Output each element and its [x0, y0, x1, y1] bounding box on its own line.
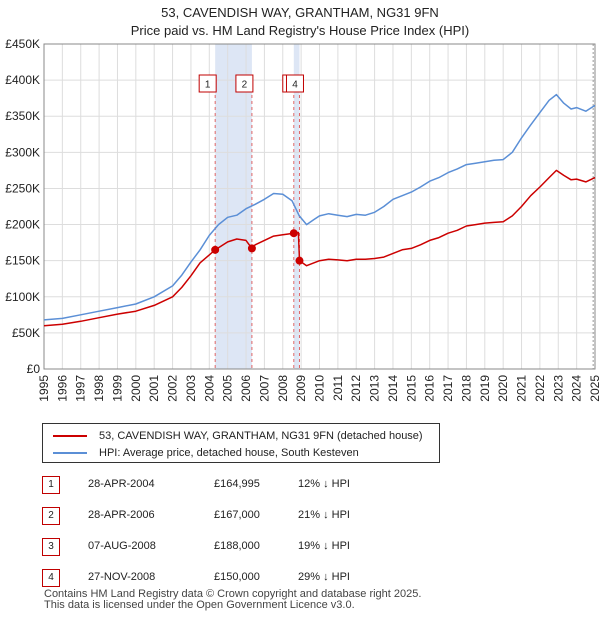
x-tick-label: 2003 [184, 375, 198, 402]
chart-legend: 53, CAVENDISH WAY, GRANTHAM, NG31 9FN (d… [42, 423, 440, 463]
x-tick-label: 2022 [533, 375, 547, 402]
x-tick-label: 2017 [441, 375, 455, 402]
legend-label-hpi: HPI: Average price, detached house, Sout… [99, 447, 359, 459]
y-tick-label: £300K [5, 145, 40, 159]
y-tick-label: £0 [27, 362, 41, 376]
sale-price: £167,000 [214, 509, 260, 521]
legend-swatch-hpi [53, 452, 87, 454]
sale-marker-badge: 4 [42, 569, 60, 587]
sale-price: £150,000 [214, 571, 260, 583]
footer-line-2: This data is licensed under the Open Gov… [44, 599, 355, 611]
y-tick-label: £100K [5, 290, 40, 304]
sale-point [211, 245, 220, 254]
sale-marker-badge: 1 [42, 476, 60, 494]
sale-label-box [285, 74, 304, 93]
chart-title: 53, CAVENDISH WAY, GRANTHAM, NG31 9FN [161, 5, 439, 20]
sale-point [289, 229, 298, 238]
sale-hpi-diff: 12% ↓ HPI [298, 478, 350, 490]
x-tick-label: 2018 [459, 375, 473, 402]
x-tick-label: 2006 [239, 375, 253, 402]
table-row: 3 07-AUG-2008 £188,000 19% ↓ HPI [42, 534, 462, 565]
sale-label-box [235, 74, 254, 93]
y-tick-label: £400K [5, 73, 40, 87]
x-tick-label: 2004 [202, 375, 216, 402]
legend-item-property: 53, CAVENDISH WAY, GRANTHAM, NG31 9FN (d… [53, 428, 423, 444]
x-tick-label: 2010 [313, 375, 327, 402]
footer-note: Contains HM Land Registry data © Crown c… [44, 589, 421, 611]
table-row: 2 28-APR-2006 £167,000 21% ↓ HPI [42, 503, 462, 534]
x-tick-label: 2011 [331, 375, 345, 401]
sale-date: 27-NOV-2008 [88, 571, 156, 583]
y-tick-label: £200K [5, 218, 40, 232]
price-chart: £0 £50K £100K £150K £200K £250K £300K £350K £400… [5, 37, 600, 402]
x-tick-label: 2000 [129, 375, 143, 402]
sale-label-box [198, 74, 217, 93]
footer-line-1: Contains HM Land Registry data © Crown c… [44, 588, 422, 600]
sale-hpi-diff: 21% ↓ HPI [298, 509, 350, 521]
x-tick-label: 2016 [423, 375, 437, 402]
sale-point [247, 244, 256, 253]
sale-date: 07-AUG-2008 [88, 540, 156, 552]
x-tick-label: 2019 [478, 375, 492, 402]
property-series-line [43, 169, 596, 327]
sale-point [295, 256, 304, 265]
y-tick-label: £250K [5, 181, 40, 195]
hpi-series-line [43, 93, 596, 321]
x-tick-label: 2024 [570, 375, 584, 402]
sale-hpi-diff: 19% ↓ HPI [298, 540, 350, 552]
x-tick-label: 2012 [349, 375, 363, 402]
x-tick-label: 2013 [368, 375, 382, 402]
sale-label-text: 4 [292, 80, 298, 91]
legend-swatch-property [53, 435, 87, 437]
x-tick-label: 2007 [257, 375, 271, 402]
sale-label-text: 1 [205, 80, 211, 91]
sale-marker-badge: 2 [42, 507, 60, 525]
sale-date: 28-APR-2006 [88, 509, 155, 521]
y-tick-label: £50K [12, 326, 40, 340]
sale-price: £164,995 [214, 478, 260, 490]
legend-label-property: 53, CAVENDISH WAY, GRANTHAM, NG31 9FN (d… [99, 430, 423, 442]
x-tick-label: 1996 [55, 375, 69, 402]
x-tick-label: 1995 [37, 375, 51, 402]
sale-marker-badge: 3 [42, 538, 60, 556]
x-tick-label: 2025 [588, 375, 600, 402]
y-tick-label: £450K [5, 37, 40, 51]
sale-hpi-diff: 29% ↓ HPI [298, 571, 350, 583]
x-tick-label: 2009 [294, 375, 308, 402]
legend-item-hpi: HPI: Average price, detached house, Sout… [53, 445, 359, 461]
x-tick-label: 2005 [221, 375, 235, 402]
sale-period-band [293, 44, 300, 369]
x-tick-label: 2015 [404, 375, 418, 402]
plot-frame [43, 43, 596, 370]
x-tick-label: 2014 [386, 375, 400, 402]
y-tick-label: £350K [5, 109, 40, 123]
sale-date: 28-APR-2004 [88, 478, 155, 490]
x-tick-label: 2023 [551, 375, 565, 402]
sale-price: £188,000 [214, 540, 260, 552]
x-tick-label: 2001 [147, 375, 161, 402]
x-tick-label: 2020 [496, 375, 510, 402]
x-tick-label: 1999 [110, 375, 124, 402]
x-tick-label: 1997 [74, 375, 88, 402]
table-row: 4 27-NOV-2008 £150,000 29% ↓ HPI [42, 565, 462, 596]
chart-subtitle: Price paid vs. HM Land Registry's House … [130, 23, 470, 38]
sales-table: 1 28-APR-2004 £164,995 12% ↓ HPI 2 28-AP… [42, 472, 462, 596]
x-tick-label: 2002 [166, 375, 180, 402]
x-tick-label: 1998 [92, 375, 106, 402]
x-tick-label: 2008 [276, 375, 290, 402]
x-tick-label: 2021 [515, 375, 529, 402]
y-tick-label: £150K [5, 254, 40, 268]
table-row: 1 28-APR-2004 £164,995 12% ↓ HPI [42, 472, 462, 503]
sale-label-text: 2 [242, 80, 248, 91]
